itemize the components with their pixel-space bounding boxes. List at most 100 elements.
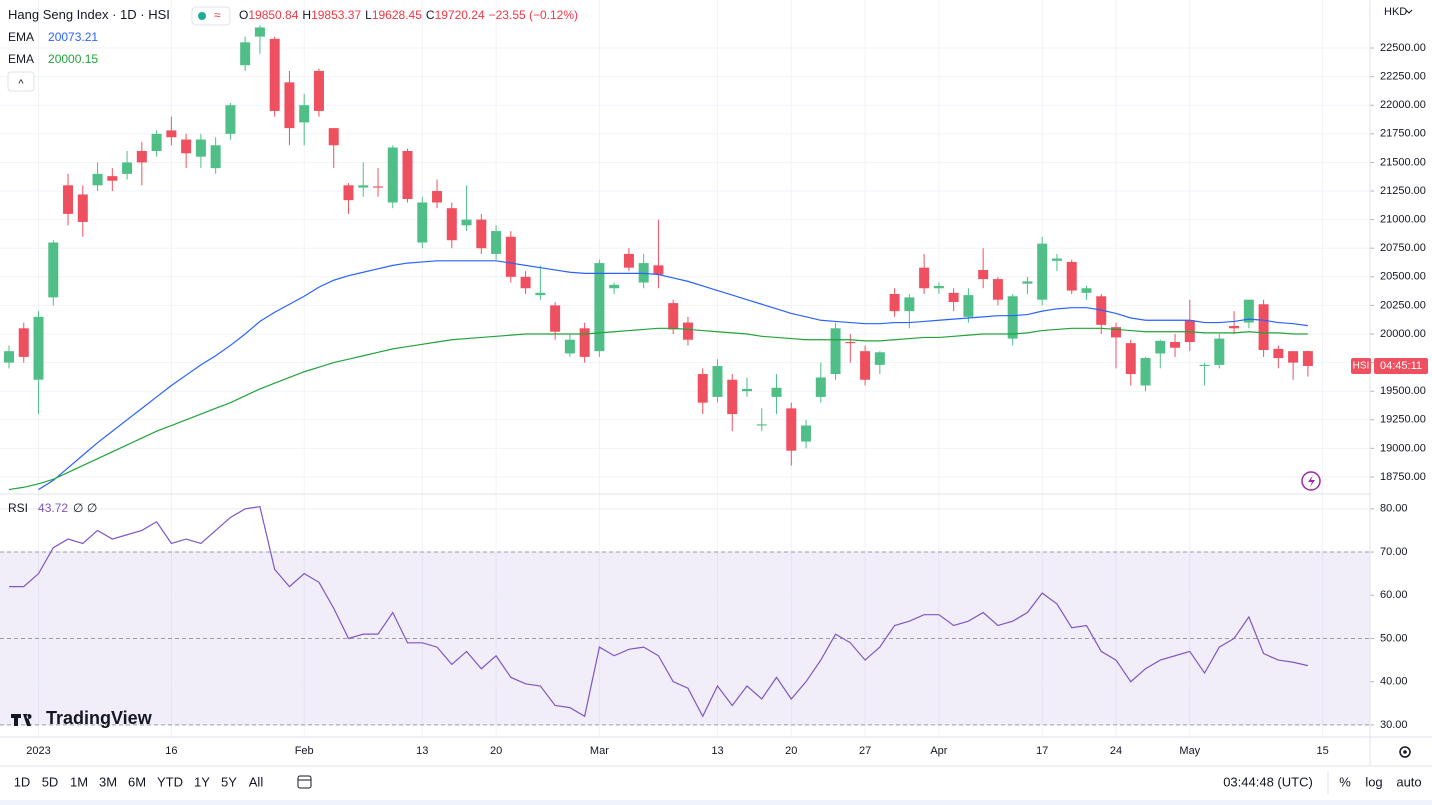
range-button[interactable]: 1D bbox=[14, 774, 31, 789]
y-tick-label: 50.00 bbox=[1380, 632, 1408, 644]
candle-body bbox=[1007, 296, 1018, 339]
candle-body bbox=[313, 70, 324, 111]
x-tick-label: 20 bbox=[490, 745, 502, 757]
x-tick-label: 17 bbox=[1036, 745, 1048, 757]
candle-body bbox=[727, 379, 738, 415]
y-tick-label: 22250.00 bbox=[1380, 71, 1426, 83]
y-tick-label: 40.00 bbox=[1380, 676, 1408, 688]
candle-body bbox=[240, 42, 251, 66]
range-button[interactable]: 6M bbox=[128, 774, 146, 789]
range-button[interactable]: All bbox=[249, 774, 264, 789]
candle-body bbox=[756, 424, 767, 426]
rsi-line bbox=[9, 505, 1309, 718]
y-tick-label: 19000.00 bbox=[1380, 442, 1426, 454]
range-button[interactable]: 3M bbox=[99, 774, 117, 789]
candle-body bbox=[1111, 327, 1121, 338]
candle-body bbox=[668, 303, 679, 330]
c-label: C bbox=[426, 8, 435, 22]
settings-icon[interactable] bbox=[1399, 746, 1411, 758]
candle-body bbox=[860, 351, 871, 380]
candle-body bbox=[653, 265, 664, 275]
candle-body bbox=[742, 388, 752, 392]
h-label: H bbox=[302, 8, 311, 22]
candle-body bbox=[210, 145, 221, 169]
market-status-dot bbox=[198, 12, 206, 20]
x-tick-label: 15 bbox=[1317, 745, 1329, 757]
candle-body bbox=[1066, 261, 1077, 291]
x-tick-label: 16 bbox=[165, 745, 177, 757]
candle-body bbox=[1155, 340, 1166, 354]
rsi-legend: RSI 43.72 ∅ ∅ bbox=[8, 501, 97, 515]
symbol-badge-bg bbox=[1351, 358, 1371, 375]
clock[interactable]: 03:44:48 (UTC) bbox=[1223, 774, 1313, 789]
candle-body bbox=[461, 219, 472, 226]
status-box[interactable] bbox=[191, 6, 231, 26]
l-label: L bbox=[365, 8, 372, 22]
x-tick-label: 2023 bbox=[26, 745, 50, 757]
candle-body bbox=[387, 147, 398, 203]
candle-body bbox=[402, 150, 413, 200]
candle-body bbox=[1037, 243, 1048, 300]
candle-body bbox=[446, 208, 457, 241]
candle-body bbox=[948, 292, 959, 302]
scale-option[interactable]: auto bbox=[1396, 774, 1421, 789]
y-tick-label: 21250.00 bbox=[1380, 185, 1426, 197]
countdown: 04:45:11 bbox=[1380, 360, 1422, 372]
y-tick-label: 19250.00 bbox=[1380, 414, 1426, 426]
candle-body bbox=[269, 38, 280, 111]
candle-body bbox=[505, 236, 516, 277]
collapse-button[interactable] bbox=[7, 71, 35, 92]
candle-body bbox=[1022, 281, 1033, 284]
x-tick-label: 27 bbox=[859, 745, 871, 757]
candle-body bbox=[535, 292, 546, 296]
candle-body bbox=[151, 133, 162, 151]
date-range-icon[interactable] bbox=[297, 775, 312, 789]
candle-body bbox=[432, 191, 443, 203]
candle-body bbox=[33, 316, 44, 380]
y-tick-label: 21000.00 bbox=[1380, 214, 1426, 226]
y-tick-label: 20500.00 bbox=[1380, 271, 1426, 283]
candle-body bbox=[550, 305, 561, 332]
candle-body bbox=[166, 130, 177, 138]
currency[interactable]: HKD bbox=[1384, 6, 1407, 18]
candle-body bbox=[609, 284, 620, 289]
scale-option[interactable]: log bbox=[1365, 774, 1382, 789]
y-tick-label: 21750.00 bbox=[1380, 128, 1426, 140]
candle-body bbox=[963, 295, 974, 317]
candle-body bbox=[254, 27, 265, 37]
close-value: 19720.24 bbox=[435, 8, 485, 22]
range-button[interactable]: 1Y bbox=[194, 774, 210, 789]
y-tick-label: 60.00 bbox=[1380, 589, 1408, 601]
candle-body bbox=[889, 293, 900, 312]
range-button[interactable]: 1M bbox=[70, 774, 88, 789]
candle-body bbox=[136, 150, 147, 163]
candle-body bbox=[77, 194, 88, 222]
range-button[interactable]: 5Y bbox=[221, 774, 237, 789]
x-tick-label: May bbox=[1179, 745, 1200, 757]
y-tick-label: 30.00 bbox=[1380, 719, 1408, 731]
candle-body bbox=[815, 377, 826, 397]
candle-body bbox=[1258, 304, 1269, 351]
candle-body bbox=[63, 185, 74, 214]
candle-body bbox=[48, 242, 59, 298]
y-tick-label: 18750.00 bbox=[1380, 471, 1426, 483]
candle-body bbox=[195, 139, 206, 157]
ema-value: 20000.15 bbox=[48, 52, 98, 66]
delay-icon: ≈ bbox=[214, 8, 221, 22]
range-button[interactable]: 5D bbox=[42, 774, 59, 789]
rsi-extra: ∅ ∅ bbox=[73, 501, 97, 515]
candle-body bbox=[1051, 258, 1062, 261]
candle-body bbox=[343, 185, 354, 201]
candle-body bbox=[299, 105, 310, 123]
y-tick-label: 21500.00 bbox=[1380, 156, 1426, 168]
scale-option[interactable]: % bbox=[1339, 774, 1351, 789]
o-label: O bbox=[239, 8, 248, 22]
ema-legend: EMA 20073.21 bbox=[8, 30, 98, 44]
logo-text[interactable]: TradingView bbox=[46, 708, 153, 728]
y-tick-label: 19500.00 bbox=[1380, 385, 1426, 397]
x-tick-label: Apr bbox=[930, 745, 947, 757]
candle-body bbox=[1243, 299, 1254, 323]
range-button[interactable]: YTD bbox=[157, 774, 183, 789]
y-tick-label: 80.00 bbox=[1380, 503, 1408, 515]
candle-body bbox=[225, 105, 236, 134]
